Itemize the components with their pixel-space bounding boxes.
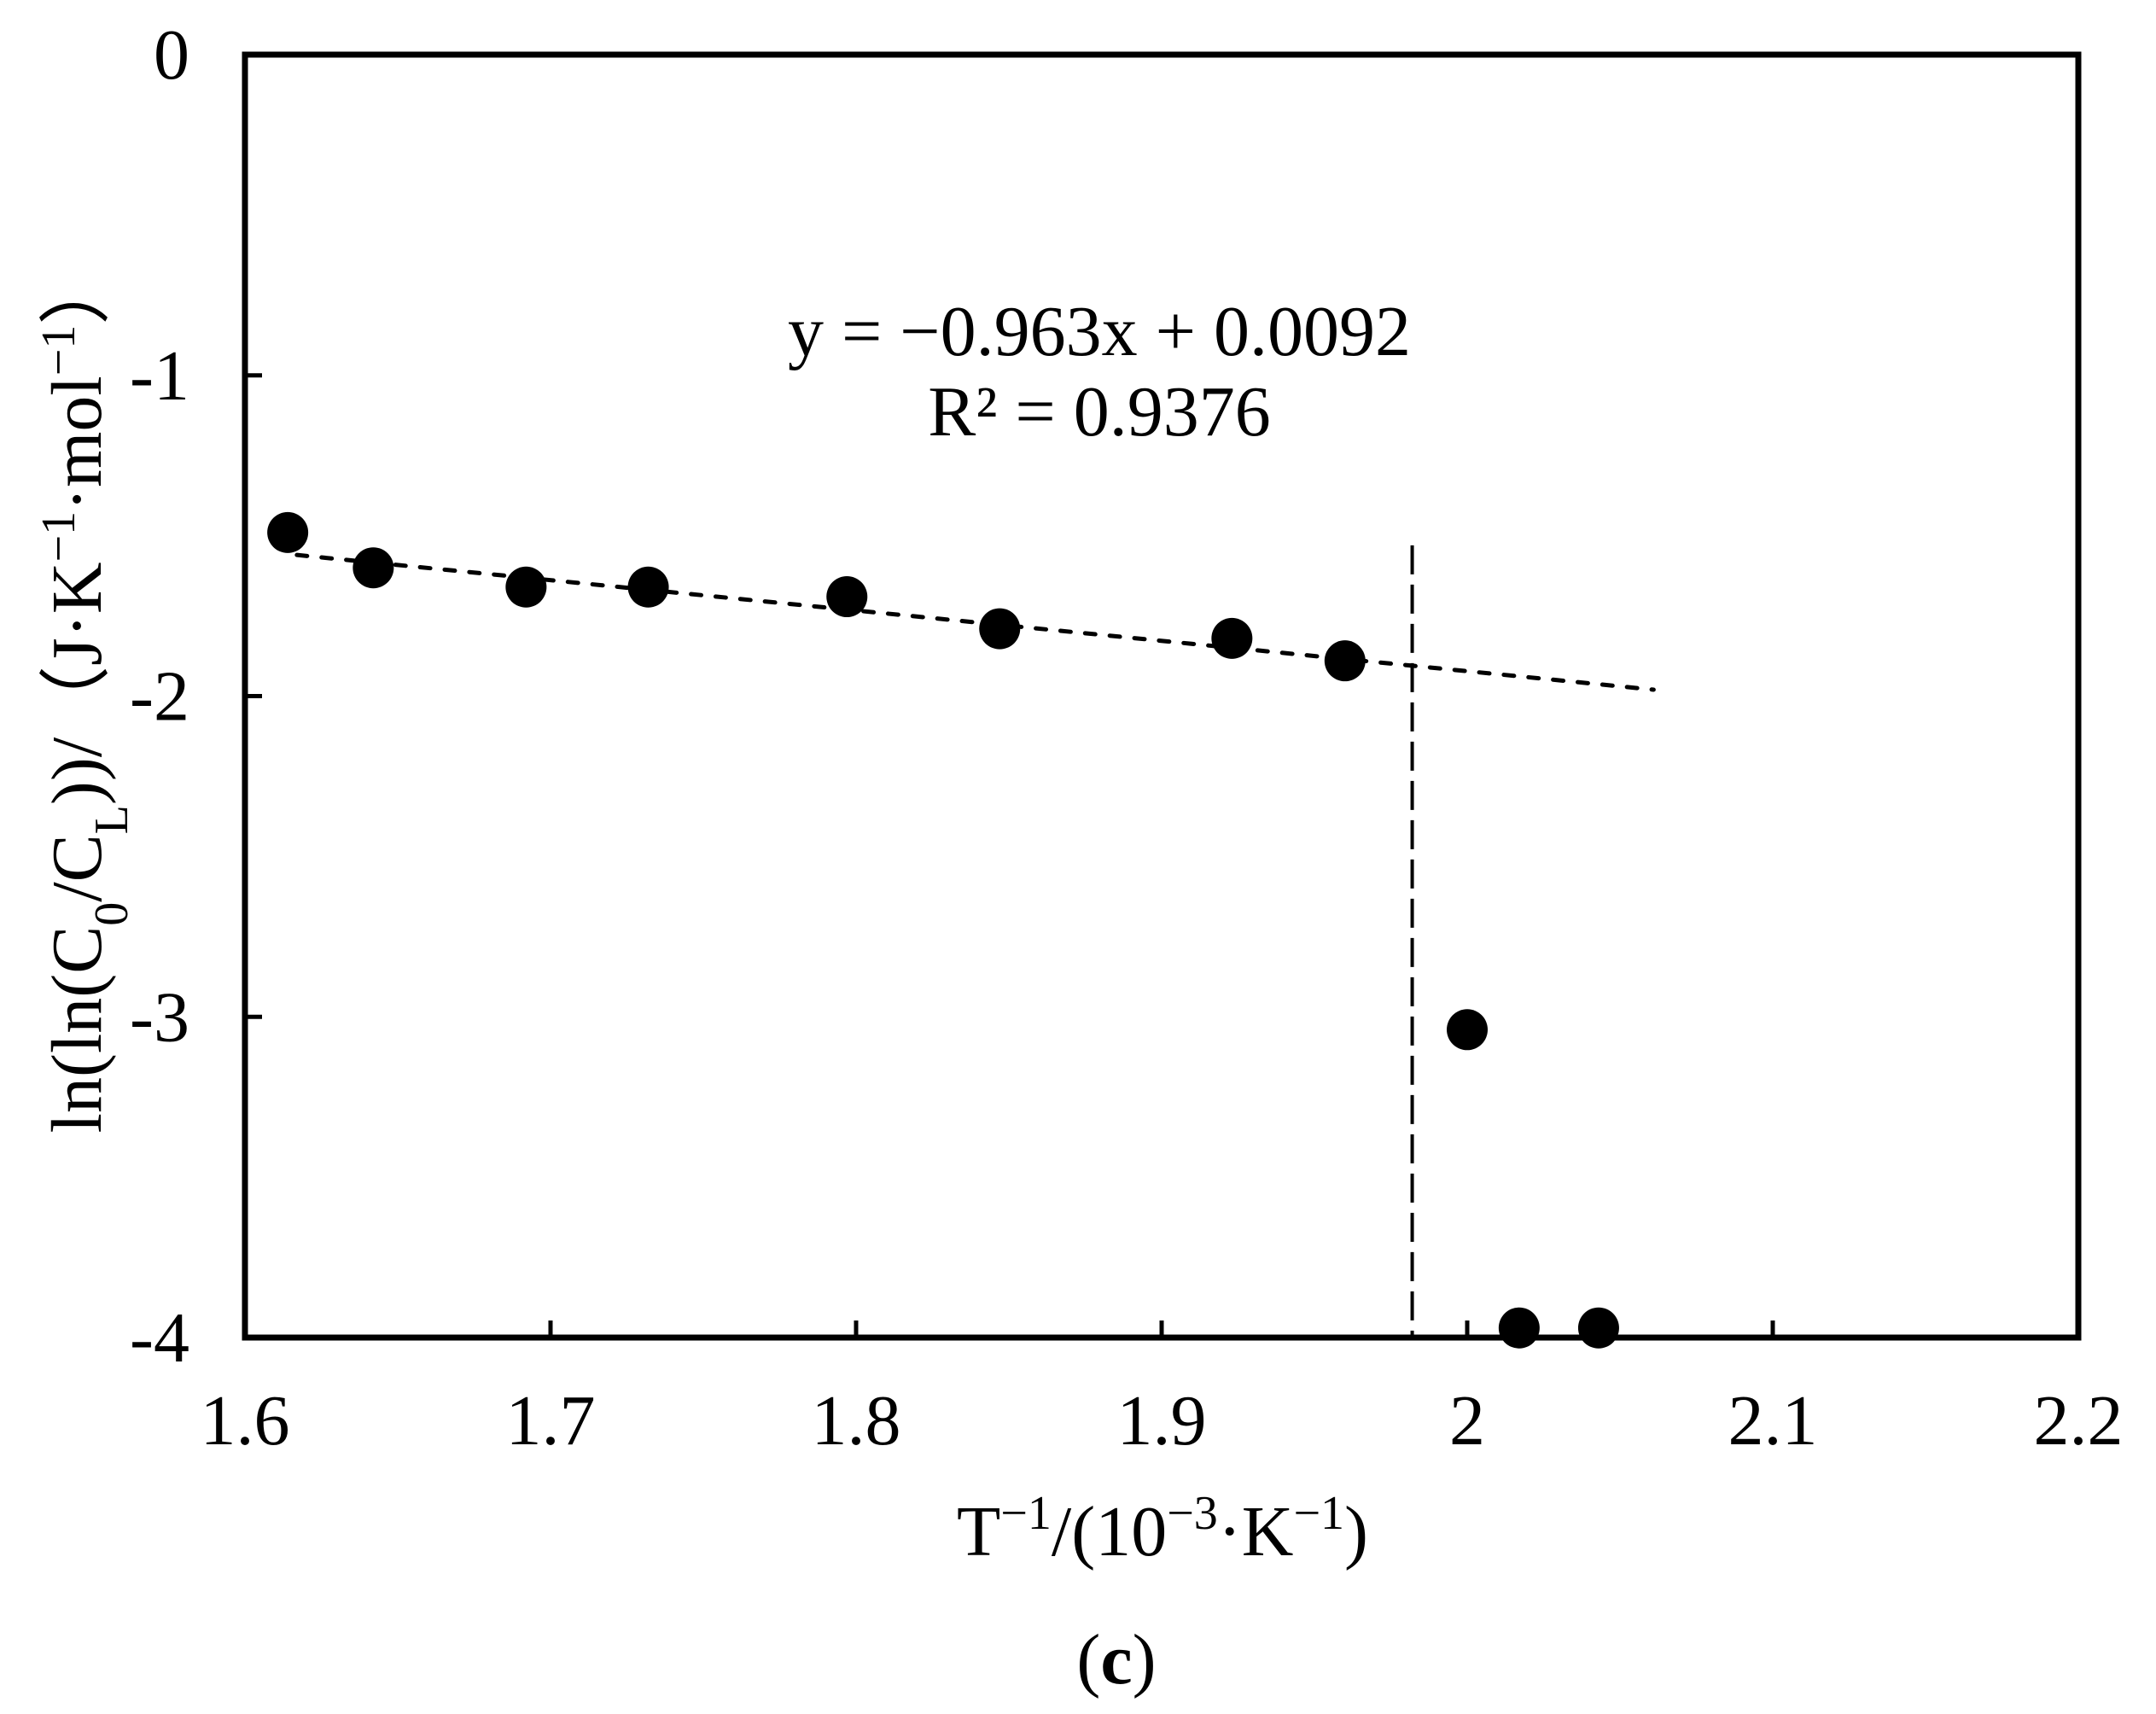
data-point-marker: [979, 608, 1021, 650]
data-point-marker: [1211, 617, 1253, 659]
r-squared-label: R² = 0.9376: [928, 372, 1271, 452]
x-title-sup1: −1: [1000, 1487, 1052, 1540]
plot-border: [242, 51, 2082, 1341]
y-title-d: ·mol: [38, 376, 117, 511]
data-point-marker: [627, 566, 669, 608]
x-tick-label: 1.9: [1117, 1381, 1207, 1460]
x-axis-ticks: 1.6 1.7 1.8 1.9 2 2.1 2.2: [201, 1320, 2124, 1460]
data-point-marker: [1577, 1307, 1619, 1349]
linear-trendline: [294, 552, 1656, 692]
x-tick-label: 2.1: [1728, 1381, 1818, 1460]
y-tick-label: -2: [130, 657, 189, 737]
y-tick-label: -1: [130, 336, 189, 416]
y-axis-title: ln(ln(C0/CL))/（J·K−1·mol−1）: [32, 254, 138, 1134]
x-title-sup2: −3: [1167, 1487, 1218, 1540]
x-tick-label: 2.2: [2034, 1381, 2124, 1460]
x-title-unit: /(10: [1052, 1492, 1167, 1571]
data-point-marker: [267, 511, 309, 553]
y-title-sub0: 0: [85, 902, 138, 926]
panel-close-paren: ): [1133, 1620, 1157, 1699]
x-title-T: T: [957, 1492, 1000, 1571]
data-point-marker: [505, 566, 547, 608]
data-point-marker: [1498, 1307, 1540, 1349]
plot-frame: [242, 51, 2082, 1341]
x-tick-label: 1.6: [201, 1381, 290, 1460]
y-title-sup1: −1: [32, 511, 85, 563]
panel-letter: c: [1100, 1620, 1132, 1699]
y-tick-label: 0: [154, 15, 189, 95]
data-point-marker: [353, 547, 394, 589]
trendline-equation: y = −0.963x + 0.0092: [788, 292, 1411, 371]
data-point-marker: [1447, 1009, 1488, 1051]
y-title-c: ))/（J·K: [38, 563, 117, 806]
y-axis-ticks: 0 -1 -2 -3 -4: [130, 15, 262, 1378]
x-tick-label: 1.8: [812, 1381, 901, 1460]
y-axis-title-group: ln(ln(C0/CL))/（J·K−1·mol−1）: [32, 254, 138, 1134]
x-title-close: ): [1344, 1492, 1368, 1571]
y-title-a: ln(ln(C: [38, 926, 117, 1134]
trendline-path: [294, 552, 1656, 692]
x-tick-label: 2: [1449, 1381, 1485, 1460]
panel-open-paren: (: [1076, 1620, 1100, 1699]
y-title-subL: L: [85, 805, 138, 834]
panel-label: (c): [1076, 1620, 1156, 1699]
data-points: [267, 511, 1619, 1349]
y-title-sup2: −1: [32, 325, 85, 376]
data-point-marker: [1324, 640, 1366, 682]
y-tick-label: -4: [130, 1298, 189, 1378]
y-title-e: ）: [38, 254, 117, 325]
x-tick-label: 1.7: [506, 1381, 596, 1460]
y-tick-label: -3: [130, 977, 189, 1057]
x-axis-title: T−1/(10−3·K−1): [957, 1487, 1368, 1571]
y-title-b: /C: [38, 834, 117, 901]
data-point-marker: [826, 576, 868, 618]
x-title-sup3: −1: [1293, 1487, 1344, 1540]
x-title-unit2: ·K: [1218, 1492, 1294, 1571]
